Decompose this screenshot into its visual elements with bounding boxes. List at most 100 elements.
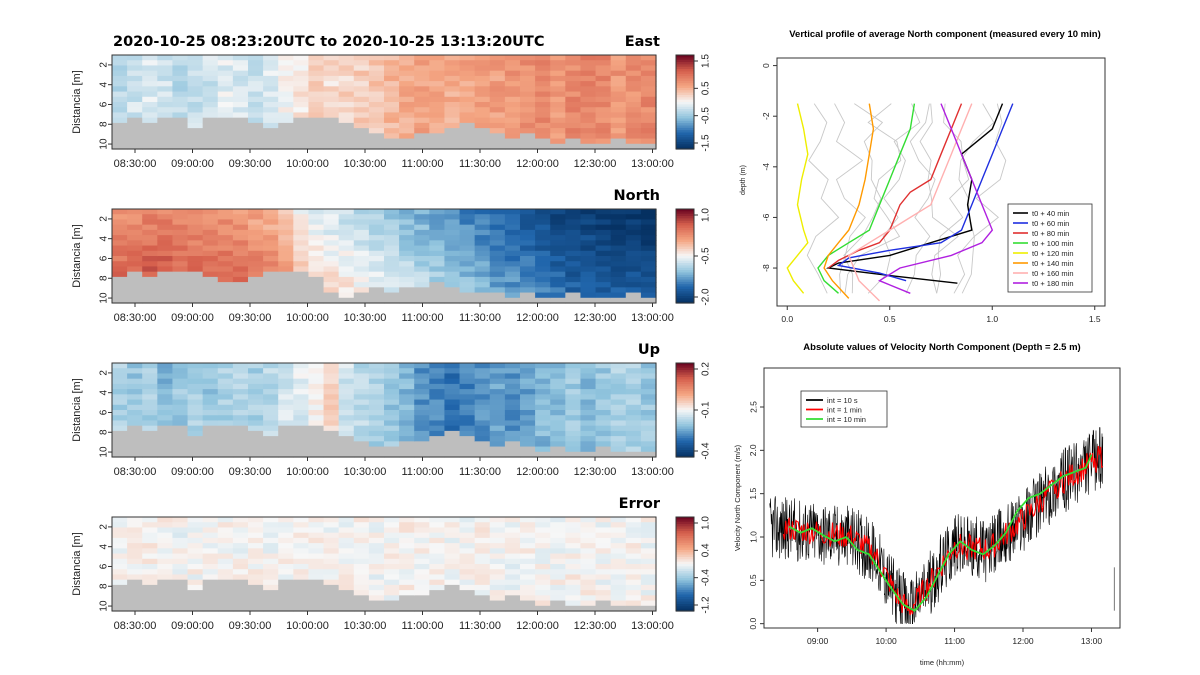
heatmap-cell (399, 532, 415, 539)
heatmap-cell (580, 543, 597, 549)
heatmap-cell (580, 527, 597, 534)
heatmap-cell (232, 250, 249, 257)
heatmap-cell (127, 219, 143, 226)
heatmap-cell (263, 107, 279, 114)
heatmap-cell (399, 436, 415, 442)
heatmap-cell (157, 522, 174, 529)
heatmap-cell (640, 564, 657, 570)
heatmap-cell (444, 122, 461, 129)
heatmap-cell (278, 96, 294, 103)
heatmap-cell (489, 430, 506, 437)
background-profile-line (844, 103, 902, 294)
colorbar-segment (676, 85, 694, 89)
heatmap-cell (338, 584, 355, 591)
heatmap-cell (504, 133, 521, 140)
heatmap-cell (217, 271, 234, 278)
colorbar-segment (676, 603, 694, 607)
heatmap-cell (127, 128, 143, 134)
heatmap-cell (399, 373, 415, 380)
heatmap-cell (610, 250, 627, 257)
heatmap-cell (263, 214, 279, 221)
heatmap-cell (429, 446, 446, 453)
heatmap-cell (580, 394, 597, 401)
heatmap-cell (384, 389, 400, 395)
heatmap-cell (610, 532, 627, 539)
x-tick-label: 11:30:00 (459, 466, 501, 478)
heatmap-cell (278, 394, 294, 401)
heatmap-cell (444, 420, 461, 427)
heatmap-cell (248, 404, 264, 411)
heatmap-cell (127, 383, 143, 390)
heatmap-cell (353, 271, 370, 278)
heatmap-cell (384, 292, 400, 299)
heatmap-cell (399, 250, 415, 257)
heatmap-cell (338, 415, 355, 422)
heatmap-cell (610, 590, 627, 596)
heatmap-cell (625, 219, 642, 226)
heatmap-cell (535, 297, 551, 304)
heatmap-cell (504, 543, 521, 549)
heatmap-cell (640, 430, 657, 437)
colorbar-segment (676, 531, 694, 535)
heatmap-cell (142, 383, 158, 390)
heatmap-cell (248, 287, 264, 294)
heatmap-cell (399, 55, 415, 61)
y-tick-label: 4 (99, 543, 110, 549)
heatmap-cell (338, 219, 355, 226)
heatmap-cell (157, 107, 174, 114)
heatmap-cell (550, 389, 566, 395)
heatmap-cell (550, 368, 566, 375)
heatmap-cell (414, 527, 430, 534)
heatmap-cell (414, 214, 430, 221)
heatmap-cell (112, 394, 128, 401)
heatmap-cell (489, 404, 506, 411)
legend-label: t0 + 180 min (1032, 279, 1073, 288)
heatmap-cell (157, 404, 174, 411)
heatmap-cell (384, 65, 400, 72)
heatmap-cell (172, 420, 189, 427)
heatmap-cell (127, 214, 143, 221)
heatmap-cell (625, 574, 642, 581)
heatmap-cell (459, 517, 476, 523)
x-tick-label: 09:00:00 (171, 158, 214, 170)
colorbar-tick-label: -0.5 (701, 107, 712, 125)
heatmap-cell (520, 143, 536, 150)
heatmap-cell (248, 122, 264, 129)
heatmap-cell (625, 75, 642, 82)
heatmap-cell (172, 548, 189, 555)
heatmap-cell (489, 96, 506, 103)
heatmap-cell (489, 527, 506, 534)
heatmap-cell (368, 297, 385, 304)
heatmap-cell (142, 404, 158, 411)
heatmap-cell (232, 65, 249, 72)
heatmap-cell (610, 133, 627, 140)
heatmap-cell (308, 389, 325, 395)
heatmap-cell (157, 138, 174, 145)
heatmap-cell (565, 55, 582, 61)
heatmap-cell (293, 436, 310, 442)
heatmap-cell (414, 543, 430, 549)
heatmap-cell (157, 420, 174, 427)
heatmap-cell (112, 553, 128, 560)
heatmap-cell (535, 590, 551, 596)
heatmap-cell (504, 224, 521, 231)
heatmap-cell (172, 287, 189, 294)
heatmap-cell (399, 266, 415, 273)
heatmap-cell (308, 522, 325, 529)
x-tick-label: 12:30:00 (574, 158, 617, 170)
heatmap-cell (263, 584, 279, 591)
heatmap-cell (459, 75, 476, 82)
heatmap-cell (550, 569, 566, 576)
heatmap-cell (248, 282, 264, 288)
heatmap-cell (202, 224, 219, 231)
heatmap-cell (127, 261, 143, 268)
heatmap-cell (625, 399, 642, 406)
heatmap-cell (368, 399, 385, 406)
colorbar-segment (676, 230, 694, 234)
heatmap-cell (504, 574, 521, 581)
heatmap-cell (459, 266, 476, 273)
heatmap-cell (384, 128, 400, 134)
heatmap-cell (444, 287, 461, 294)
heatmap-cell (308, 399, 325, 406)
heatmap-cell (278, 436, 294, 442)
